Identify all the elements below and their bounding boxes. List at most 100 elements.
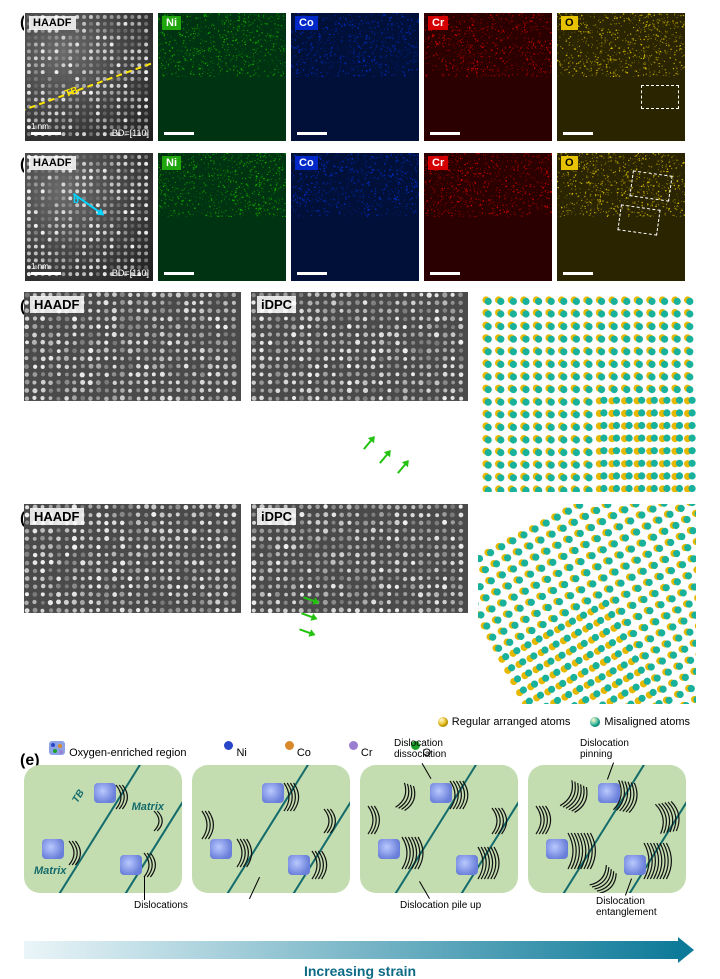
row-a: TB HAADF 1 nm BD=[110] Ni Co Cr O bbox=[24, 12, 696, 142]
panel-a-haadf: TB HAADF 1 nm BD=[110] bbox=[24, 12, 154, 142]
panel-tag: Co bbox=[295, 156, 318, 170]
arrow-icon bbox=[363, 436, 375, 450]
panel-a-cr: Cr bbox=[423, 12, 553, 142]
legend-text: Regular arranged atoms bbox=[452, 716, 571, 728]
scalebar bbox=[34, 690, 82, 694]
scalebar bbox=[297, 272, 327, 275]
panel-b-co: Co bbox=[290, 152, 420, 282]
panel-tag: Ni bbox=[162, 16, 181, 30]
panel-tag: HAADF bbox=[29, 156, 76, 170]
arrow-icon bbox=[299, 628, 315, 635]
panel-b-haadf: b HAADF 1 nm BD=[110] bbox=[24, 152, 154, 282]
legend-oxy: Oxygen-enriched region bbox=[48, 740, 186, 759]
scalebar bbox=[164, 132, 194, 135]
cluster-icon bbox=[48, 740, 66, 756]
beam-direction: BD=[110] bbox=[112, 128, 149, 138]
legend-regular: Regular arranged atoms bbox=[438, 716, 571, 728]
panel-tag: iDPC bbox=[257, 508, 296, 525]
legend-text: Cr bbox=[361, 747, 373, 759]
e-panels: TB Matrix Matrix bbox=[24, 765, 696, 893]
panel-c-haadf: HAADF 1 nm BD=[001] bbox=[24, 292, 241, 492]
scalebar-label: 1 nm bbox=[34, 677, 56, 688]
panel-tag: Ni bbox=[162, 156, 181, 170]
row-c: HAADF 1 nm BD=[001] iDPC bbox=[24, 292, 696, 492]
callout-dislocations: Dislocations bbox=[134, 900, 188, 911]
scalebar bbox=[297, 132, 327, 135]
figure-root: (a) TB HAADF 1 nm BD=[110] Ni Co Cr bbox=[24, 12, 696, 979]
legend-co: Co bbox=[261, 741, 311, 759]
panel-a-o: O bbox=[556, 12, 686, 142]
row-d: HAADF 1 nm BD=[001] iDPC bbox=[24, 504, 696, 704]
panel-c-idpc: iDPC bbox=[251, 292, 468, 492]
scalebar-label: 1 nm bbox=[31, 122, 49, 131]
scalebar-label: 1 nm bbox=[31, 262, 49, 271]
atom-legend: Regular arranged atoms Misaligned atoms bbox=[24, 716, 696, 728]
panel-tag: O bbox=[561, 156, 578, 170]
panel-c-schematic bbox=[478, 292, 696, 492]
legend-text: Oxygen-enriched region bbox=[69, 747, 186, 759]
e-panel-1: TB Matrix Matrix bbox=[24, 765, 182, 893]
panel-b-cr: Cr bbox=[423, 152, 553, 282]
row-b: b HAADF 1 nm BD=[110] Ni Co Cr O bbox=[24, 152, 696, 282]
scalebar bbox=[563, 132, 593, 135]
legend-text: Misaligned atoms bbox=[604, 716, 690, 728]
legend-ni: Ni bbox=[200, 741, 246, 759]
panel-a-ni: Ni bbox=[157, 12, 287, 142]
scalebar bbox=[31, 132, 61, 135]
row-e: Oxygen-enriched region Ni Co Cr O TB Mat… bbox=[24, 740, 696, 979]
callout-pileup: Dislocation pile up bbox=[400, 900, 481, 911]
dot-icon bbox=[349, 741, 358, 750]
scalebar bbox=[563, 272, 593, 275]
panel-d-schematic bbox=[478, 504, 696, 704]
scalebar bbox=[164, 272, 194, 275]
panel-d-haadf: HAADF 1 nm BD=[001] bbox=[24, 504, 241, 704]
arrow-icon bbox=[301, 612, 317, 619]
panel-tag: Cr bbox=[428, 16, 448, 30]
highlight-box bbox=[629, 170, 672, 201]
panel-tag: HAADF bbox=[30, 508, 84, 525]
panel-tag: Cr bbox=[428, 156, 448, 170]
callout-pinning: Dislocation pinning bbox=[580, 738, 629, 760]
e-panel-2 bbox=[192, 765, 350, 893]
atom-schematic-icon bbox=[478, 504, 696, 704]
panel-b-o: O bbox=[556, 152, 686, 282]
scalebar bbox=[430, 132, 460, 135]
callout-line bbox=[144, 876, 145, 900]
panel-tag: HAADF bbox=[30, 296, 84, 313]
dislocation-lines-icon bbox=[360, 765, 518, 893]
e-panel-3 bbox=[360, 765, 518, 893]
scalebar-label: 1 nm bbox=[34, 465, 56, 476]
increasing-strain-arrow bbox=[24, 941, 680, 959]
legend-misaligned: Misaligned atoms bbox=[590, 716, 690, 728]
atom-schematic-icon bbox=[478, 292, 696, 492]
e-panel-4 bbox=[528, 765, 686, 893]
beam-direction: BD=[001] bbox=[193, 689, 235, 700]
scalebar bbox=[430, 272, 460, 275]
panel-tag: HAADF bbox=[29, 16, 76, 30]
highlight-box bbox=[617, 204, 660, 235]
scalebar bbox=[261, 478, 309, 482]
panel-a-co: Co bbox=[290, 12, 420, 142]
strain-label: Increasing strain bbox=[24, 963, 696, 979]
dislocation-lines-icon bbox=[192, 765, 350, 893]
beam-direction: BD=[110] bbox=[112, 268, 149, 278]
callout-entangle: Dislocation entanglement bbox=[596, 896, 657, 918]
arrow-icon bbox=[397, 460, 409, 474]
panel-tag: Co bbox=[295, 16, 318, 30]
panel-tag: iDPC bbox=[257, 296, 296, 313]
dislocation-lines-icon bbox=[528, 765, 686, 893]
dot-icon bbox=[438, 717, 448, 727]
highlight-box bbox=[641, 85, 679, 109]
scalebar bbox=[34, 478, 82, 482]
panel-d-idpc: iDPC bbox=[251, 504, 468, 704]
panel-tag: O bbox=[561, 16, 578, 30]
legend-text: Ni bbox=[236, 747, 246, 759]
arrow-icon bbox=[379, 450, 391, 464]
dot-icon bbox=[590, 717, 600, 727]
legend-text: Co bbox=[297, 747, 311, 759]
legend-cr: Cr bbox=[325, 741, 373, 759]
burgers-label: b bbox=[73, 195, 79, 206]
scalebar bbox=[261, 690, 309, 694]
dot-icon bbox=[224, 741, 233, 750]
scalebar bbox=[31, 272, 61, 275]
